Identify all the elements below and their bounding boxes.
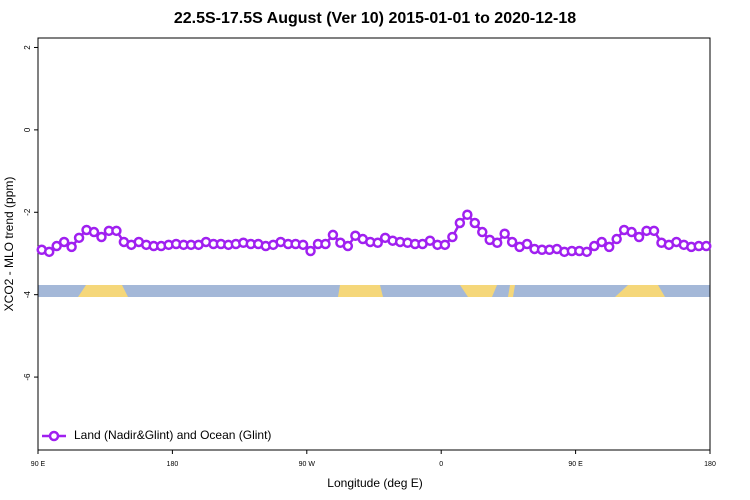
point: [372, 237, 383, 249]
point: [589, 240, 600, 252]
point: [469, 217, 481, 229]
point: [342, 240, 354, 252]
x-tick-label: 0: [439, 461, 443, 468]
point: [424, 235, 436, 246]
land-patch: [78, 285, 128, 297]
chart-title: 22.5S-17.5S August (Ver 10) 2015-01-01 t…: [174, 10, 576, 27]
land-patch: [508, 285, 515, 297]
land-patch: [460, 285, 497, 297]
x-tick-label: 90 E: [31, 461, 46, 468]
land-patch: [615, 285, 665, 297]
y-tick-label: -4: [23, 291, 32, 299]
point: [648, 225, 660, 237]
x-tick-label: 180: [704, 461, 716, 468]
point: [596, 236, 607, 248]
point: [603, 241, 615, 253]
legend-marker: [48, 430, 60, 442]
point: [701, 240, 712, 252]
point: [462, 209, 473, 220]
point: [633, 231, 645, 243]
x-axis-label: Longitude (deg E): [327, 476, 422, 490]
point: [66, 241, 77, 253]
point: [297, 239, 309, 251]
point: [491, 237, 503, 249]
land-patch: [338, 285, 383, 297]
point: [506, 236, 518, 248]
y-tick-label: 2: [23, 45, 32, 50]
point: [51, 240, 62, 252]
point: [626, 226, 637, 238]
land-ocean-band: [38, 285, 710, 297]
x-tick-label: 90 W: [299, 461, 316, 468]
point: [43, 246, 55, 258]
point: [327, 229, 339, 241]
point: [447, 231, 458, 243]
point: [305, 245, 316, 257]
point: [499, 228, 510, 239]
x-tick-label: 90 E: [568, 461, 583, 468]
y-axis-label: XCO2 - MLO trend (ppm): [2, 177, 16, 312]
point: [521, 238, 533, 250]
point: [96, 231, 107, 243]
y-tick-label: -6: [23, 373, 32, 381]
point: [111, 225, 122, 237]
point: [454, 217, 466, 229]
point: [320, 238, 331, 250]
point: [581, 246, 593, 258]
point: [73, 232, 85, 244]
y-tick-label: 0: [23, 127, 32, 132]
point: [88, 226, 100, 238]
point: [58, 236, 70, 248]
point: [477, 226, 488, 238]
x-tick-label: 180: [167, 461, 179, 468]
point: [611, 233, 622, 245]
legend-label: Land (Nadir&Glint) and Ocean (Glint): [74, 428, 271, 442]
y-tick-label: -2: [23, 208, 32, 216]
point: [439, 239, 451, 251]
